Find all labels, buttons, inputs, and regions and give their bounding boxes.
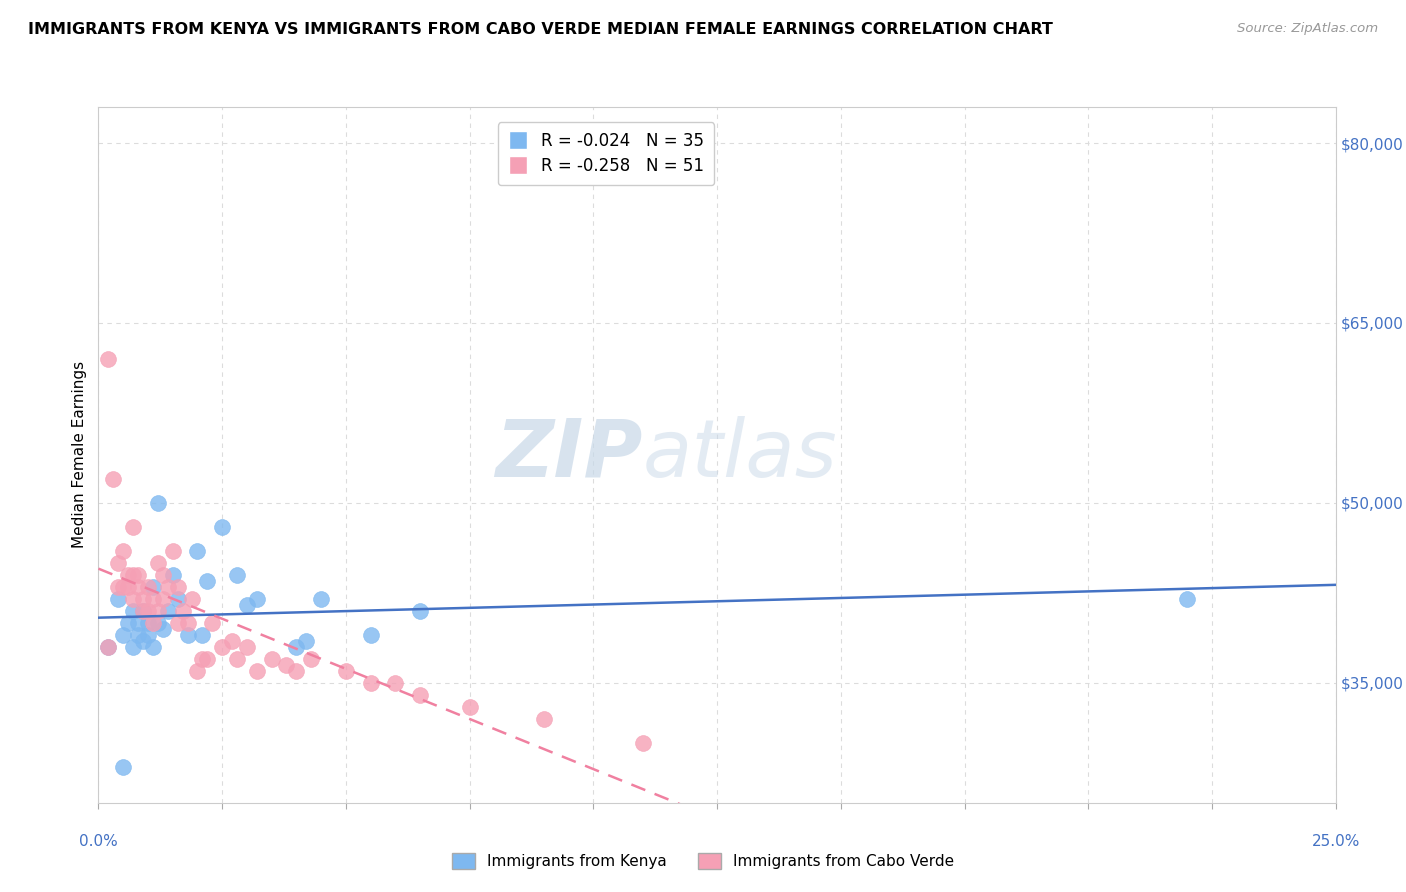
Legend: R = -0.024   N = 35, R = -0.258   N = 51: R = -0.024 N = 35, R = -0.258 N = 51 (498, 122, 714, 185)
Point (221, 633, 243, 648)
Point (122, 567, 145, 582)
Point (142, 615, 165, 630)
Point (146, 604, 169, 618)
Point (112, 544, 135, 558)
Point (226, 567, 249, 582)
Point (146, 615, 169, 630)
Point (117, 615, 139, 630)
Point (136, 615, 159, 630)
Point (97, 640, 120, 654)
Point (132, 591, 155, 606)
Point (299, 652, 322, 666)
Point (156, 580, 179, 594)
Point (152, 591, 174, 606)
Point (117, 567, 139, 582)
Point (409, 688, 432, 702)
Point (122, 520, 145, 534)
Point (112, 580, 135, 594)
Y-axis label: Median Female Earnings: Median Female Earnings (72, 361, 87, 549)
Point (176, 628, 198, 642)
Point (166, 615, 188, 630)
Point (156, 604, 179, 618)
Point (191, 628, 214, 642)
Point (152, 622, 174, 636)
Point (122, 640, 145, 654)
Point (132, 604, 155, 618)
Point (236, 598, 259, 612)
Point (122, 591, 145, 606)
Point (533, 712, 555, 726)
Point (142, 591, 165, 606)
Point (295, 633, 318, 648)
Point (127, 567, 149, 582)
Point (176, 615, 198, 630)
Point (360, 676, 382, 690)
Text: atlas: atlas (643, 416, 838, 494)
Point (260, 652, 283, 666)
Point (142, 640, 165, 654)
Point (112, 628, 135, 642)
Point (211, 640, 233, 654)
Point (152, 567, 174, 582)
Point (631, 736, 654, 750)
Point (186, 664, 208, 678)
Point (384, 676, 406, 690)
Point (127, 628, 149, 642)
Point (309, 591, 332, 606)
Point (162, 544, 184, 558)
Text: IMMIGRANTS FROM KENYA VS IMMIGRANTS FROM CABO VERDE MEDIAN FEMALE EARNINGS CORRE: IMMIGRANTS FROM KENYA VS IMMIGRANTS FROM… (28, 22, 1053, 37)
Point (142, 580, 165, 594)
Point (132, 633, 155, 648)
Point (181, 591, 204, 606)
Point (136, 604, 159, 618)
Point (107, 556, 129, 570)
Point (195, 574, 218, 588)
Point (166, 580, 188, 594)
Point (246, 591, 269, 606)
Point (191, 652, 214, 666)
Point (107, 580, 129, 594)
Point (112, 760, 135, 774)
Point (136, 628, 159, 642)
Point (146, 496, 169, 510)
Point (186, 544, 208, 558)
Point (1175, 591, 1198, 606)
Point (236, 640, 259, 654)
Point (132, 604, 155, 618)
Legend: Immigrants from Kenya, Immigrants from Cabo Verde: Immigrants from Kenya, Immigrants from C… (446, 847, 960, 875)
Point (136, 580, 159, 594)
Point (166, 591, 188, 606)
Point (276, 657, 298, 672)
Point (458, 699, 481, 714)
Point (335, 664, 357, 678)
Point (285, 640, 308, 654)
Point (211, 520, 233, 534)
Point (127, 615, 149, 630)
Point (122, 604, 145, 618)
Point (246, 664, 269, 678)
Point (117, 580, 139, 594)
Text: Source: ZipAtlas.com: Source: ZipAtlas.com (1237, 22, 1378, 36)
Point (103, 472, 125, 486)
Point (162, 567, 184, 582)
Point (107, 591, 129, 606)
Point (97, 351, 120, 366)
Point (201, 615, 224, 630)
Point (195, 652, 218, 666)
Text: ZIP: ZIP (495, 416, 643, 494)
Point (97, 640, 120, 654)
Point (146, 556, 169, 570)
Point (127, 580, 149, 594)
Point (285, 664, 308, 678)
Point (172, 604, 194, 618)
Point (409, 604, 432, 618)
Text: 25.0%: 25.0% (1312, 834, 1360, 849)
Text: 0.0%: 0.0% (79, 834, 118, 849)
Point (226, 652, 249, 666)
Point (360, 628, 382, 642)
